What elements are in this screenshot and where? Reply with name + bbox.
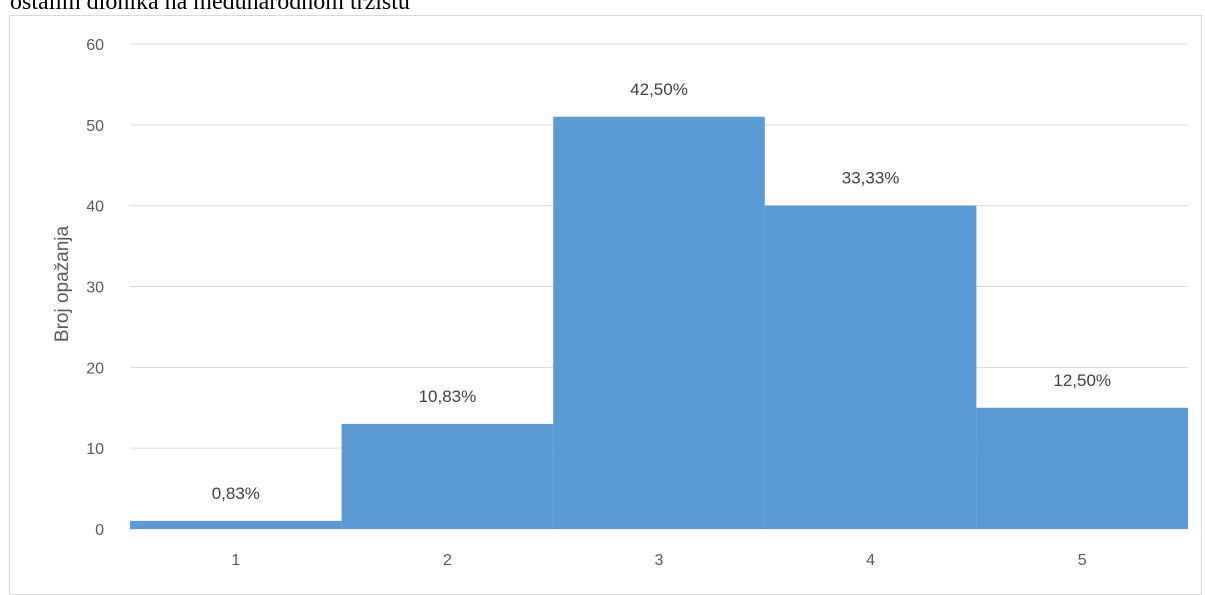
bar-5 xyxy=(976,407,1188,529)
bar-1 xyxy=(130,520,342,529)
bar-2 xyxy=(341,423,554,529)
chart: 0 10 20 30 40 50 60 1 2 3 4 5 0,83% 10,83% 42,50% 33,… xyxy=(52,37,1188,569)
y-tick-label: 20 xyxy=(86,360,104,377)
y-axis-label: Broj opažanja xyxy=(52,225,73,342)
x-tick-labels: 1 2 3 4 5 xyxy=(231,552,1086,569)
y-tick-label: 40 xyxy=(86,199,104,216)
y-tick-label: 0 xyxy=(95,522,104,539)
bar-4 xyxy=(764,205,977,529)
bar-3 xyxy=(553,116,765,529)
y-tick-label: 30 xyxy=(86,280,104,297)
data-label: 0,83% xyxy=(212,484,260,503)
x-tick-label: 3 xyxy=(655,552,664,569)
data-label: 33,33% xyxy=(842,169,900,188)
figure-caption: ostalim dionika na međunarodnom tržištu xyxy=(10,0,410,15)
x-tick-label: 4 xyxy=(866,552,875,569)
y-tick-label: 50 xyxy=(86,118,104,135)
x-tick-label: 5 xyxy=(1078,552,1087,569)
bars xyxy=(130,116,1188,529)
x-tick-label: 2 xyxy=(443,552,452,569)
y-tick-labels: 0 10 20 30 40 50 60 xyxy=(86,37,104,539)
y-tick-label: 60 xyxy=(86,37,104,54)
data-label: 12,50% xyxy=(1053,371,1111,390)
data-label: 42,50% xyxy=(630,80,688,99)
x-tick-label: 1 xyxy=(231,552,240,569)
y-tick-label: 10 xyxy=(86,441,104,458)
data-labels: 0,83% 10,83% 42,50% 33,33% 12,50% xyxy=(212,80,1111,503)
data-label: 10,83% xyxy=(419,387,477,406)
